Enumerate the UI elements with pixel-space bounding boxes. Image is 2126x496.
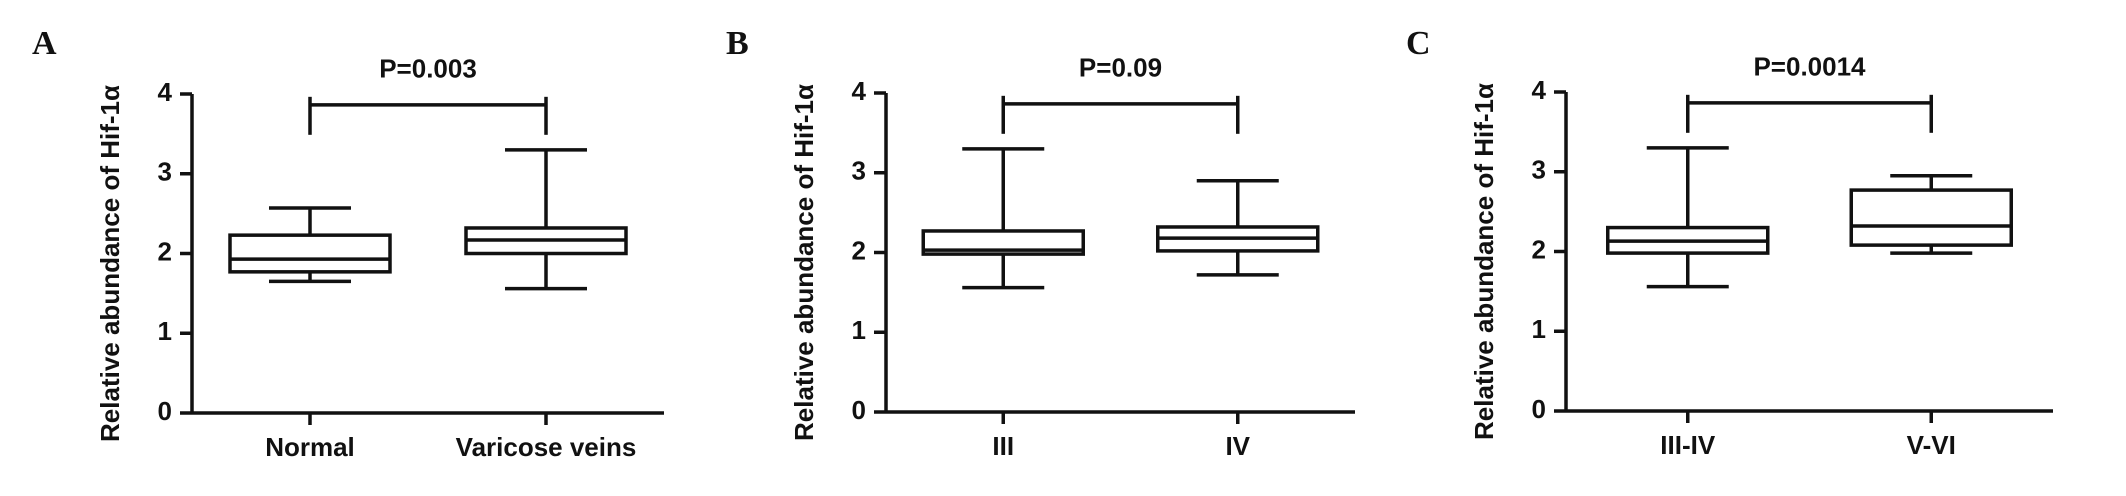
x-tick-label: Normal bbox=[265, 432, 355, 462]
y-tick-label: 3 bbox=[158, 157, 172, 187]
y-tick-label: 0 bbox=[158, 396, 172, 426]
box bbox=[1849, 188, 2013, 247]
x-tick-label: IV bbox=[1225, 431, 1250, 461]
x-tick-label: V-VI bbox=[1907, 430, 1956, 460]
x-tick-label: III-IV bbox=[1660, 430, 1716, 460]
panel-label: B bbox=[726, 25, 749, 62]
y-tick-label: 1 bbox=[1532, 314, 1546, 344]
y-tick-label: 3 bbox=[1532, 155, 1546, 185]
y-tick-label: 1 bbox=[158, 316, 172, 346]
p-value: P=0.003 bbox=[379, 54, 477, 84]
x-tick-label: III bbox=[992, 431, 1014, 461]
y-tick-label: 1 bbox=[852, 315, 866, 345]
y-tick-label: 2 bbox=[1532, 234, 1546, 264]
y-tick-label: 4 bbox=[1532, 75, 1547, 105]
y-tick-label: 4 bbox=[158, 77, 173, 107]
box bbox=[228, 233, 392, 274]
panel-label: C bbox=[1406, 25, 1431, 62]
y-tick-label: 3 bbox=[852, 156, 866, 186]
x-tick-label: Varicose veins bbox=[456, 432, 637, 462]
y-tick-label: 0 bbox=[852, 395, 866, 425]
p-value: P=0.09 bbox=[1079, 53, 1162, 83]
y-axis-label: Relative abundance of Hif-1α bbox=[789, 84, 819, 441]
box bbox=[921, 229, 1085, 256]
y-axis-label: Relative abundance of Hif-1α bbox=[95, 85, 125, 442]
p-value: P=0.0014 bbox=[1753, 52, 1866, 82]
y-tick-label: 0 bbox=[1532, 394, 1546, 424]
y-tick-label: 2 bbox=[158, 236, 172, 266]
panel-label: A bbox=[32, 25, 57, 62]
y-tick-label: 4 bbox=[852, 76, 867, 106]
y-tick-label: 2 bbox=[852, 235, 866, 265]
y-axis-label: Relative abundance of Hif-1α bbox=[1469, 83, 1499, 440]
